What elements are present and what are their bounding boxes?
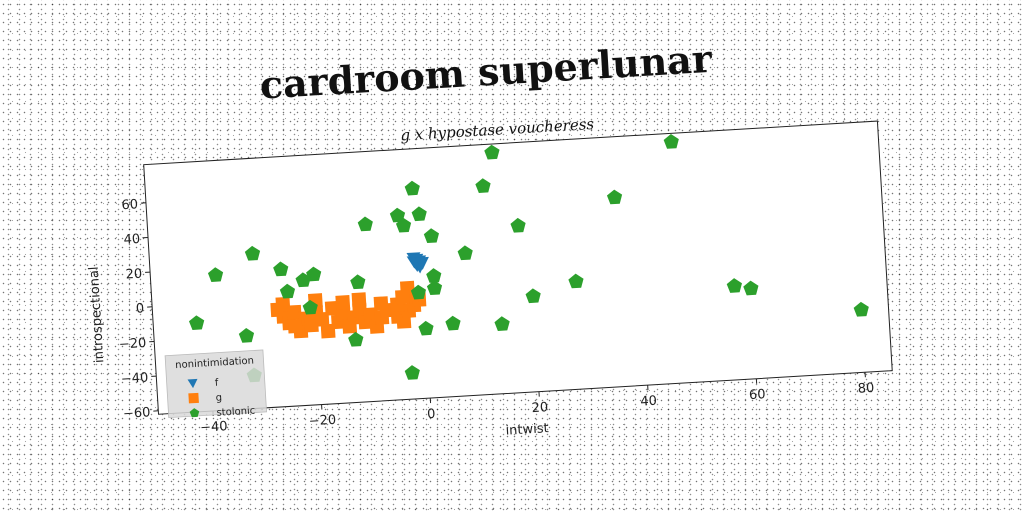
- marker-stolonic: [404, 365, 420, 380]
- y-tick-label: −20: [118, 336, 146, 353]
- y-tick-label: 40: [123, 232, 140, 248]
- marker-stolonic: [568, 273, 584, 289]
- marker-stolonic: [357, 216, 373, 232]
- marker-stolonic: [410, 284, 427, 300]
- legend-label-stolonic: stolonic: [216, 406, 255, 419]
- marker-stolonic: [525, 288, 541, 304]
- marker-stolonic: [404, 180, 420, 196]
- marker-g: [275, 296, 291, 312]
- legend-label-f: f: [214, 378, 219, 389]
- marker-stolonic: [418, 320, 434, 336]
- legend-marker-stolonic: [189, 408, 200, 418]
- marker-g: [373, 296, 389, 312]
- marker-stolonic: [273, 261, 289, 277]
- marker-stolonic: [389, 207, 406, 223]
- marker-stolonic: [457, 245, 473, 261]
- x-tick-label: 40: [640, 394, 657, 410]
- data-markers: [188, 134, 869, 383]
- legend: nonintimidation fg stolonic: [164, 349, 267, 419]
- x-tick-label: −40: [200, 419, 228, 436]
- marker-g: [287, 318, 303, 334]
- marker-stolonic: [475, 178, 491, 193]
- y-tick-label: 0: [136, 301, 145, 316]
- marker-stolonic: [207, 267, 224, 282]
- marker-stolonic: [279, 283, 296, 299]
- plot-area: [143, 120, 893, 415]
- legend-label-g: g: [215, 392, 222, 403]
- y-tick-label: 20: [125, 267, 142, 283]
- y-tick-label: 60: [121, 197, 138, 213]
- marker-g: [395, 289, 410, 305]
- marker-stolonic: [426, 268, 442, 283]
- y-tick-label: −40: [121, 371, 149, 388]
- marker-stolonic: [350, 274, 366, 290]
- marker-stolonic: [238, 327, 255, 343]
- marker-stolonic: [244, 245, 261, 261]
- y-axis-ticks: −60 −40 −20 0 20 40 60: [118, 197, 159, 422]
- marker-stolonic: [494, 316, 510, 331]
- x-tick-label: 20: [531, 400, 548, 416]
- marker-stolonic: [606, 189, 623, 205]
- legend-marker-g: [188, 392, 199, 404]
- marker-stolonic: [426, 280, 443, 296]
- x-tick-label: −20: [308, 413, 336, 430]
- marker-stolonic: [726, 278, 742, 293]
- marker-stolonic: [295, 272, 311, 288]
- x-tick-label: 60: [749, 387, 766, 403]
- marker-stolonic: [663, 134, 679, 149]
- legend-marker-f: [187, 378, 198, 389]
- marker-g: [351, 292, 367, 308]
- y-tick-label: −60: [123, 405, 151, 422]
- marker-stolonic: [302, 299, 318, 315]
- marker-stolonic: [853, 301, 869, 317]
- marker-stolonic: [411, 206, 427, 222]
- marker-stolonic: [484, 144, 500, 160]
- x-axis-ticks: −40 −20 0 20 40 60 80: [200, 372, 875, 436]
- marker-stolonic: [743, 280, 759, 296]
- marker-stolonic: [445, 315, 461, 331]
- marker-stolonic: [510, 217, 526, 233]
- marker-f: [414, 256, 429, 270]
- marker-stolonic: [423, 228, 439, 243]
- x-tick-label: 80: [857, 381, 874, 397]
- marker-g: [335, 295, 351, 310]
- y-axis-label: introspectional: [87, 266, 108, 363]
- x-axis-label: intwist: [505, 421, 549, 439]
- x-tick-label: 0: [427, 407, 436, 422]
- marker-stolonic: [348, 331, 364, 347]
- marker-stolonic: [188, 315, 205, 330]
- marker-g: [286, 304, 302, 320]
- chart-title: cardroom superlunar: [259, 36, 714, 108]
- legend-title: nonintimidation: [175, 355, 254, 371]
- marker-stolonic: [395, 217, 412, 233]
